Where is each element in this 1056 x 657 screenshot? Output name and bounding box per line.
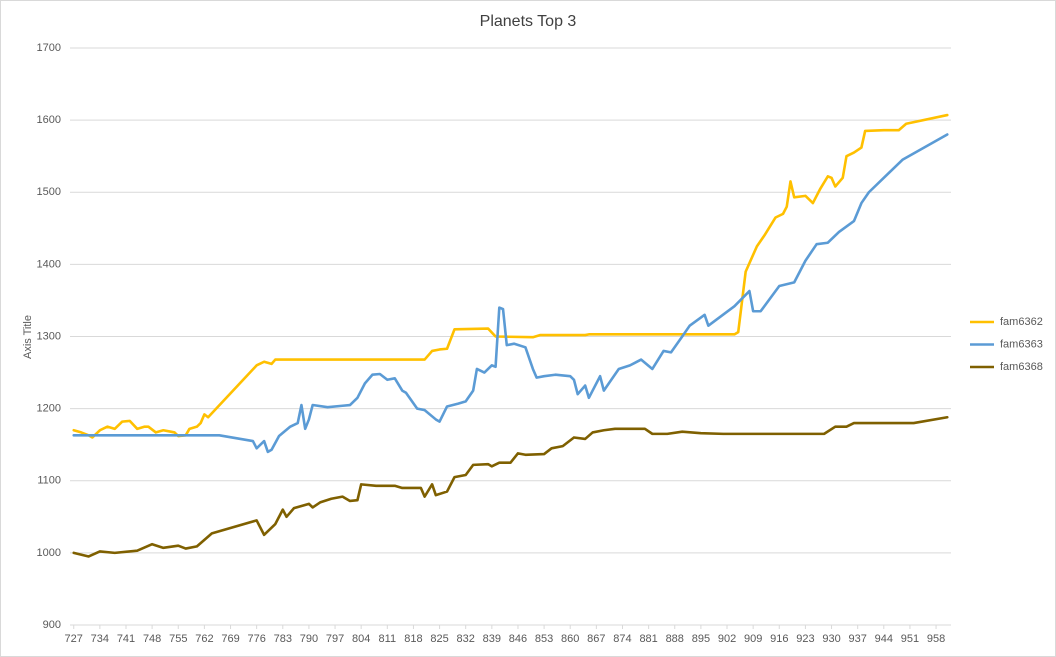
series-line bbox=[72, 133, 949, 454]
y-tick-label: 1200 bbox=[37, 403, 61, 415]
x-tick-label: 811 bbox=[379, 633, 397, 645]
x-tick-label: 916 bbox=[770, 633, 788, 645]
x-tick-label: 937 bbox=[848, 633, 866, 645]
x-tick-label: 825 bbox=[430, 633, 448, 645]
x-tick-label: 846 bbox=[509, 633, 527, 645]
x-tick-label: 895 bbox=[692, 633, 710, 645]
x-tick-label: 769 bbox=[221, 633, 239, 645]
x-tick-label: 755 bbox=[169, 633, 187, 645]
legend-label: fam6362 bbox=[1000, 316, 1043, 328]
x-tick-label: 839 bbox=[483, 633, 501, 645]
x-tick-label: 853 bbox=[535, 633, 553, 645]
x-tick-label: 748 bbox=[143, 633, 161, 645]
y-tick-label: 1700 bbox=[37, 42, 61, 54]
y-axis-title: Axis Title bbox=[22, 315, 34, 359]
series-line bbox=[72, 113, 949, 439]
x-tick-label: 762 bbox=[195, 633, 213, 645]
x-tick-label: 944 bbox=[875, 633, 893, 645]
x-tick-label: 797 bbox=[326, 633, 344, 645]
y-tick-label: 1400 bbox=[37, 258, 61, 270]
x-tick-label: 860 bbox=[561, 633, 579, 645]
x-tick-label: 909 bbox=[744, 633, 762, 645]
x-tick-label: 790 bbox=[300, 633, 318, 645]
x-tick-label: 741 bbox=[117, 633, 135, 645]
x-tick-label: 776 bbox=[247, 633, 265, 645]
x-tick-label: 832 bbox=[457, 633, 475, 645]
y-tick-label: 1600 bbox=[37, 114, 61, 126]
y-tick-label: 1000 bbox=[37, 547, 61, 559]
y-tick-label: 900 bbox=[43, 619, 61, 631]
x-tick-label: 930 bbox=[822, 633, 840, 645]
series-line bbox=[72, 415, 949, 558]
x-tick-label: 867 bbox=[587, 633, 605, 645]
x-tick-label: 734 bbox=[91, 633, 109, 645]
x-tick-label: 923 bbox=[796, 633, 814, 645]
x-tick-label: 902 bbox=[718, 633, 736, 645]
x-tick-label: 951 bbox=[901, 633, 919, 645]
x-tick-label: 804 bbox=[352, 633, 370, 645]
x-tick-label: 727 bbox=[65, 633, 83, 645]
x-tick-label: 783 bbox=[274, 633, 292, 645]
y-tick-label: 1300 bbox=[37, 330, 61, 342]
legend-label: fam6368 bbox=[1000, 361, 1043, 373]
x-tick-label: 888 bbox=[666, 633, 684, 645]
y-tick-label: 1100 bbox=[37, 475, 61, 487]
legend-label: fam6363 bbox=[1000, 338, 1043, 350]
chart-title: Planets Top 3 bbox=[480, 13, 577, 30]
x-tick-label: 818 bbox=[404, 633, 422, 645]
x-tick-label: 881 bbox=[639, 633, 657, 645]
y-tick-label: 1500 bbox=[37, 186, 61, 198]
x-tick-label: 874 bbox=[613, 633, 631, 645]
x-tick-label: 958 bbox=[927, 633, 945, 645]
